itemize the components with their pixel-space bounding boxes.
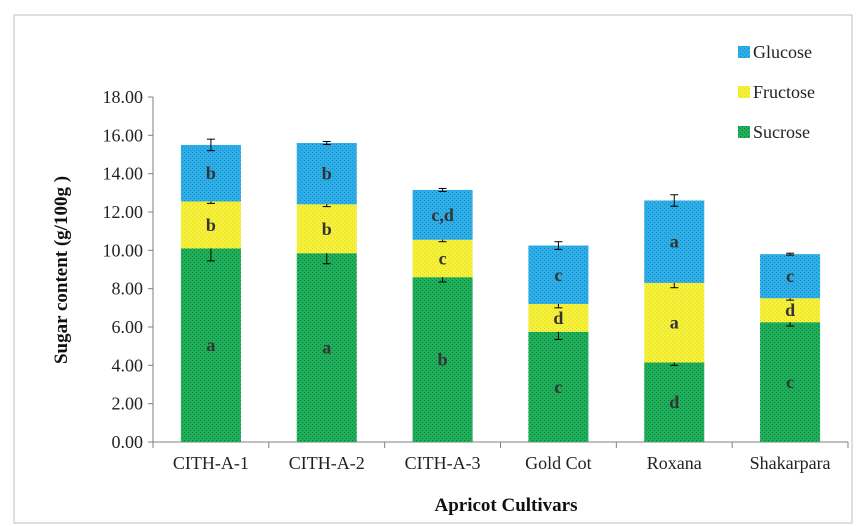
bar-segment-fructose — [644, 282, 705, 363]
significance-label: c — [554, 265, 562, 285]
bar-segment-sucrose — [180, 248, 241, 442]
bar-segment-fructose — [296, 204, 357, 254]
significance-label: a — [670, 313, 679, 333]
legend-item-sucrose: Sucrose — [738, 122, 810, 142]
bar-segment-sucrose — [528, 331, 589, 442]
bar-segment-sucrose — [760, 322, 821, 442]
bar-segment-glucose — [180, 144, 241, 202]
error-bar — [322, 140, 331, 146]
y-tick-label: 12.00 — [103, 202, 144, 222]
y-tick-label: 8.00 — [112, 279, 144, 299]
y-axis-title: Sugar content (g/100g ) — [51, 176, 72, 364]
y-tick-label: 0.00 — [112, 432, 144, 452]
bar-segment-glucose — [644, 200, 705, 283]
x-tick-label: Roxana — [647, 453, 702, 473]
significance-label: b — [206, 163, 216, 183]
significance-label: b — [322, 164, 332, 184]
bar-stack: b c c,d — [412, 187, 473, 442]
bar-stack: cdc — [760, 252, 821, 442]
bar-segment-fructose — [412, 239, 473, 278]
significance-label: c — [439, 248, 447, 268]
bar-segment-fructose — [760, 298, 821, 323]
bar-segment-fructose — [180, 201, 241, 249]
error-bar — [206, 138, 215, 152]
bar-segment-glucose — [412, 189, 473, 240]
bar-stack: a b b — [180, 138, 241, 442]
significance-label: b — [438, 350, 448, 370]
significance-label: c — [786, 372, 794, 392]
bar-segment-sucrose — [412, 277, 473, 442]
y-tick-label: 2.00 — [112, 394, 144, 414]
legend-label: Glucose — [753, 42, 812, 62]
x-tick-label: CITH-A-3 — [405, 453, 481, 473]
y-tick-label: 14.00 — [103, 164, 144, 184]
x-tick-label: CITH-A-1 — [173, 453, 249, 473]
x-axis-title: Apricot Cultivars — [434, 495, 577, 516]
bar-segment-glucose — [760, 254, 821, 299]
legend-swatch — [738, 46, 750, 58]
error-bar — [438, 187, 447, 192]
x-tick-label: Shakarpara — [750, 453, 831, 473]
bar-segment-sucrose — [296, 253, 357, 442]
x-tick-label: Gold Cot — [525, 453, 592, 473]
legend-swatch — [738, 86, 750, 98]
y-tick-label: 10.00 — [103, 240, 144, 260]
significance-label: c — [786, 266, 794, 286]
legend-swatch — [738, 126, 750, 138]
y-tick-label: 16.00 — [103, 125, 144, 145]
significance-label: d — [553, 308, 563, 328]
significance-label: c — [554, 377, 562, 397]
x-tick-label: CITH-A-2 — [289, 453, 365, 473]
bar-stack: d a a — [644, 194, 705, 442]
error-bar — [554, 241, 563, 250]
bar-segment-glucose — [528, 245, 589, 304]
legend: Glucose Fructose Sucrose — [738, 42, 815, 142]
bar-segment-fructose — [528, 304, 589, 332]
legend-label: Fructose — [753, 82, 815, 102]
significance-label: a — [670, 232, 679, 252]
legend-item-glucose: Glucose — [738, 42, 812, 62]
y-tick-label: 4.00 — [112, 355, 144, 375]
bar-segment-glucose — [296, 143, 357, 205]
significance-label: a — [322, 338, 331, 358]
significance-label: c,d — [431, 205, 454, 225]
bar-stack: c d c — [528, 241, 589, 442]
significance-label: a — [206, 335, 215, 355]
significance-label: b — [322, 219, 332, 239]
significance-label: d — [669, 392, 679, 412]
y-tick-label: 6.00 — [112, 317, 144, 337]
y-tick-label: 18.00 — [103, 87, 144, 107]
error-bar — [670, 194, 679, 207]
error-bar — [786, 252, 795, 256]
significance-label: d — [785, 300, 795, 320]
legend-label: Sucrose — [753, 122, 810, 142]
bar-stack: a b b — [296, 140, 357, 442]
legend-item-fructose: Fructose — [738, 82, 815, 102]
significance-label: b — [206, 215, 216, 235]
axis-layer: 0.00 2.00 4.00 6.00 8.00 10.00 12.00 14.00 16.00… — [103, 87, 849, 473]
bar-segment-sucrose — [644, 362, 705, 442]
